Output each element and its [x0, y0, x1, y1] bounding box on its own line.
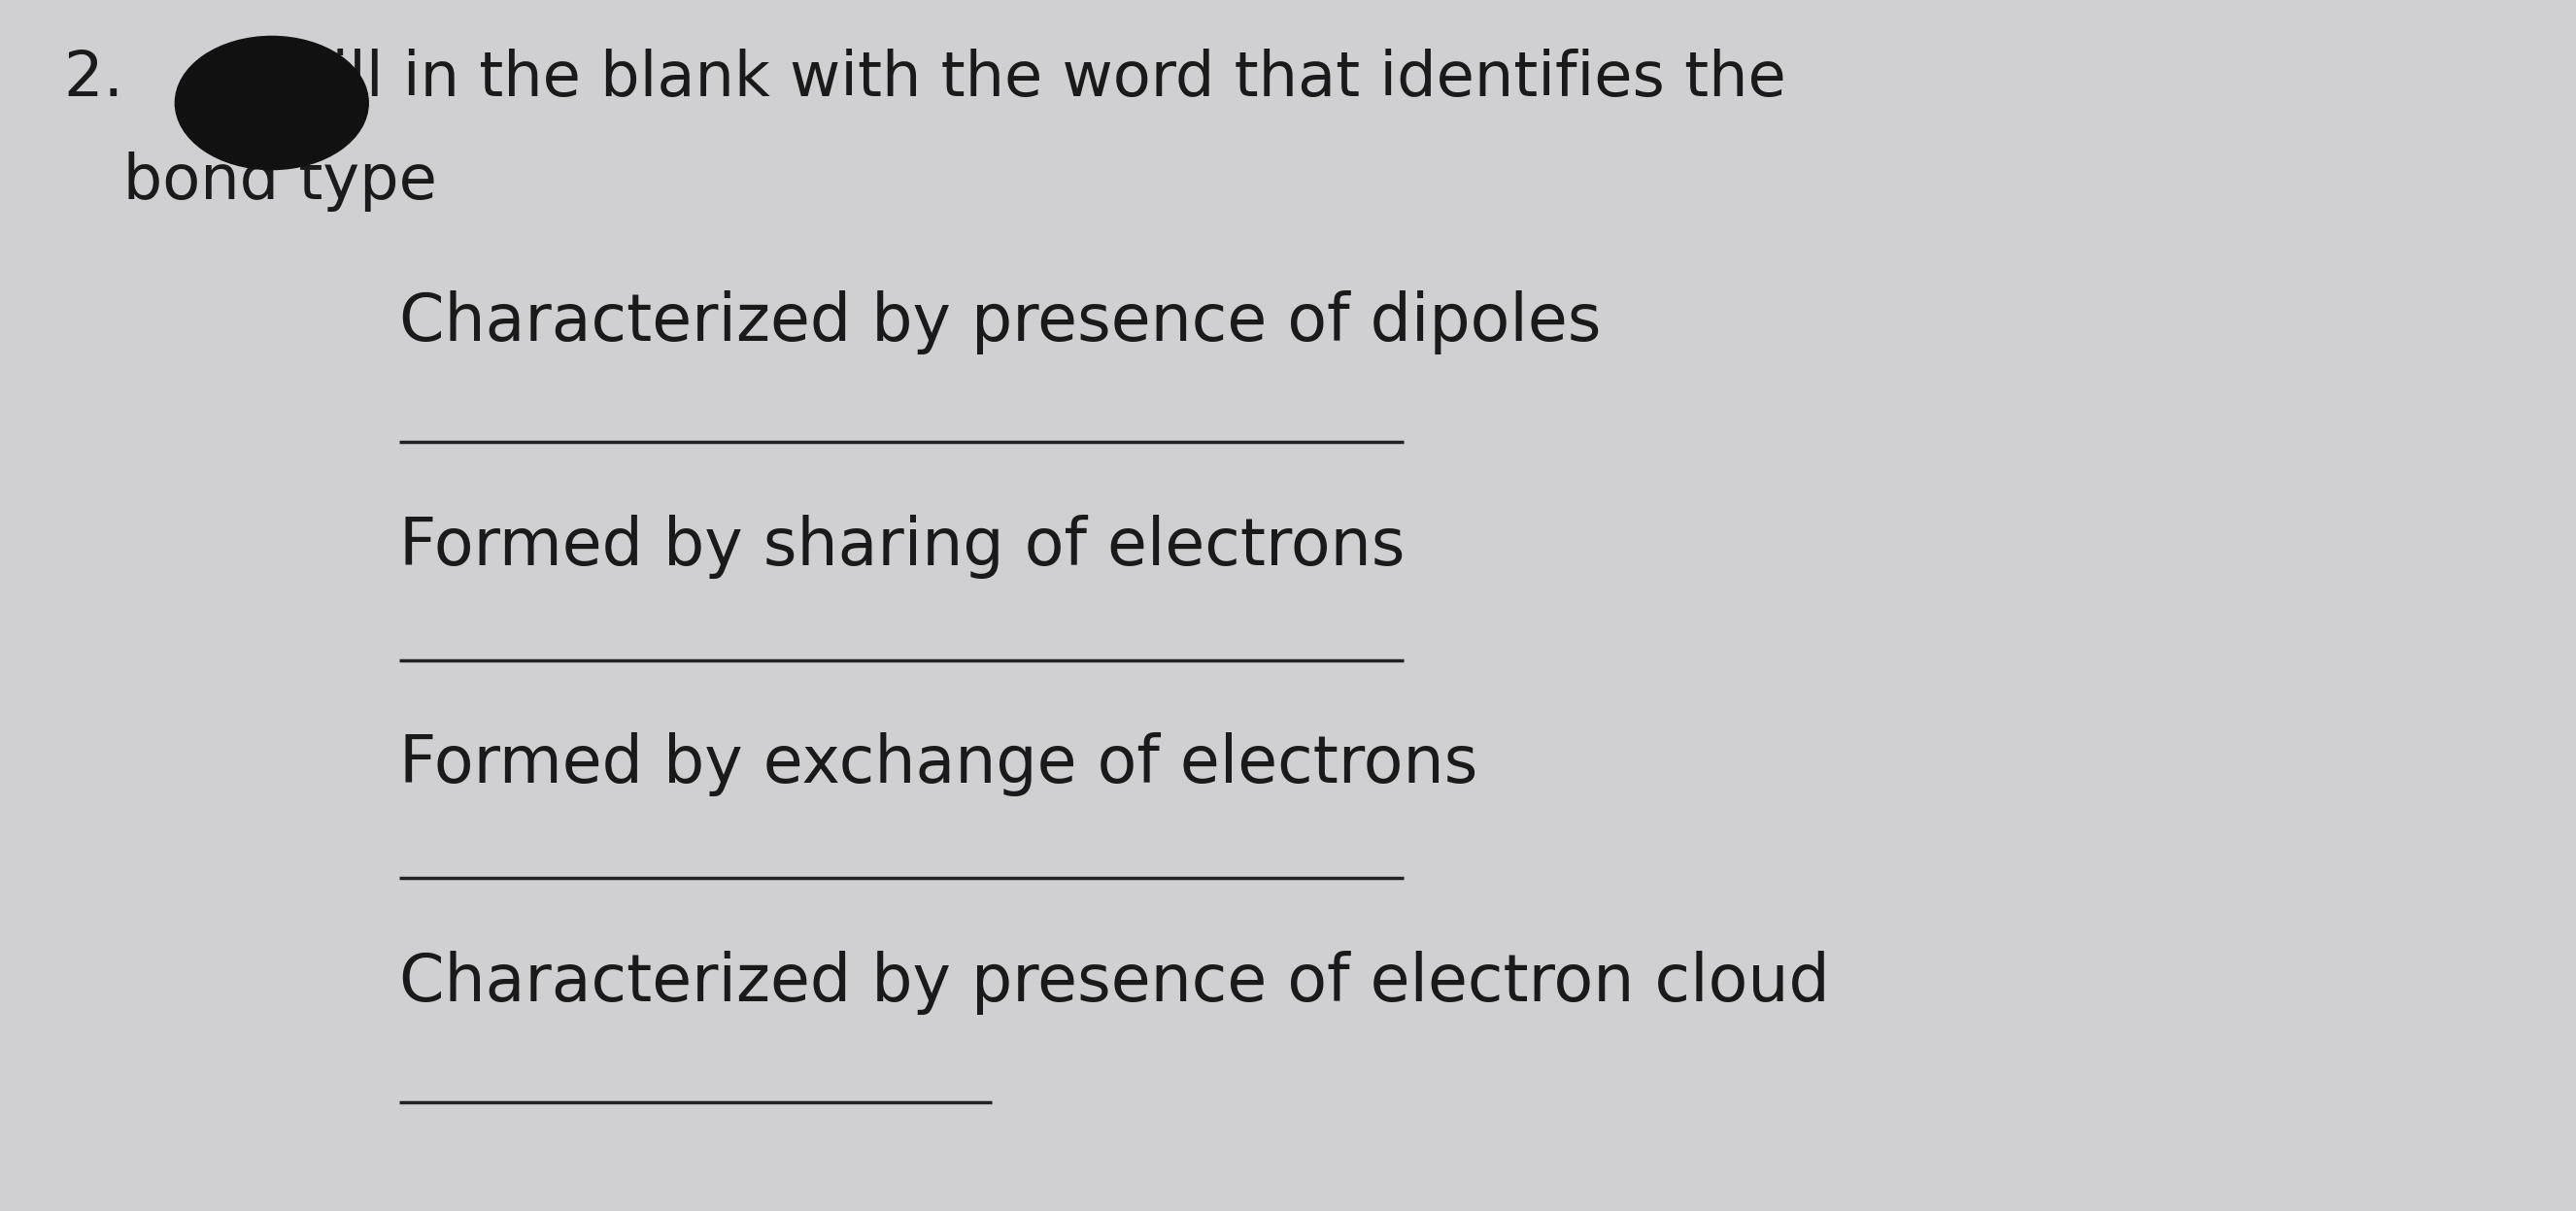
Text: Characterized by presence of dipoles: Characterized by presence of dipoles — [399, 291, 1602, 355]
Text: Formed by sharing of electrons: Formed by sharing of electrons — [399, 515, 1404, 579]
Ellipse shape — [175, 36, 368, 170]
Text: Formed by exchange of electrons: Formed by exchange of electrons — [399, 733, 1479, 797]
Text: bond type: bond type — [64, 151, 438, 212]
Text: Characterized by presence of electron cloud: Characterized by presence of electron cl… — [399, 951, 1829, 1015]
Text: 2.         Fill in the blank with the word that identifies the: 2. Fill in the blank with the word that … — [64, 48, 1785, 109]
